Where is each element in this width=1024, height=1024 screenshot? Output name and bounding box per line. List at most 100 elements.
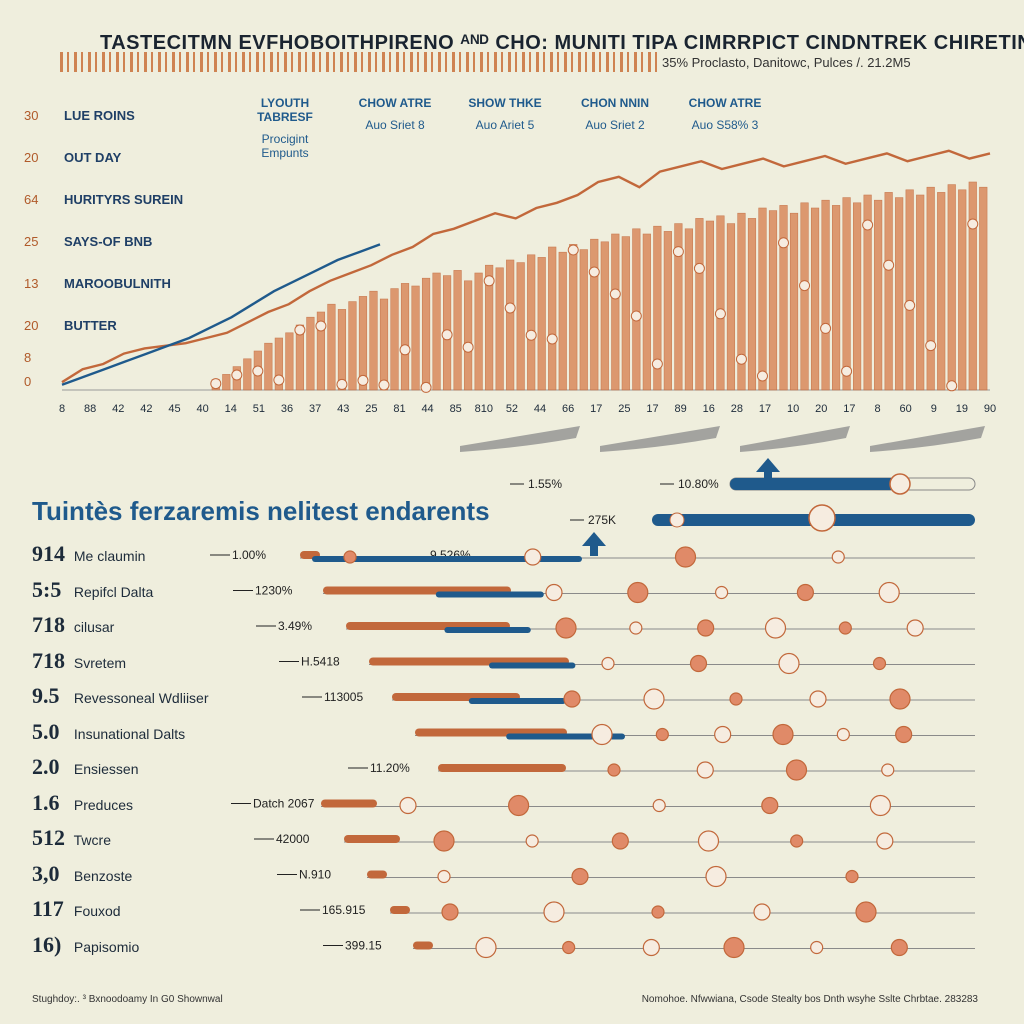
bar-orange xyxy=(438,764,566,772)
row-dot xyxy=(507,794,530,817)
series-line-blue xyxy=(61,243,381,386)
row-dot xyxy=(906,619,924,637)
row-rank: 718 xyxy=(32,612,65,637)
decorative-brush xyxy=(870,426,985,452)
row-dot xyxy=(697,830,720,852)
bar xyxy=(379,298,389,391)
row-dot xyxy=(433,830,455,852)
bar xyxy=(621,236,630,391)
row-dot xyxy=(872,656,887,671)
x-tick-label: 52 xyxy=(506,403,518,415)
bar-dot xyxy=(883,259,895,271)
x-tick-label: 8 xyxy=(59,403,65,415)
row-dot xyxy=(525,834,539,848)
category-label: MAROOBULNITH xyxy=(64,276,171,291)
chart-title: TASTECITMN EVFHOBOITHPIRENO ᴬᴺᴰ CHO: MUN… xyxy=(100,32,1024,54)
bar xyxy=(863,194,872,391)
value-label: 3.49% xyxy=(278,619,312,633)
bar xyxy=(674,223,683,391)
row-dot xyxy=(895,725,913,744)
x-tick-label: 43 xyxy=(337,403,349,415)
category-label: HURITYRS SUREIN xyxy=(64,192,184,207)
row-dot xyxy=(714,725,732,744)
row-name: Insunational Dalts xyxy=(70,725,186,742)
bar-dot xyxy=(357,374,369,386)
bar-dot xyxy=(546,333,558,345)
bar xyxy=(327,303,336,391)
row-dot xyxy=(611,832,629,850)
bar xyxy=(243,358,252,391)
x-tick-label: 17 xyxy=(843,403,855,415)
bar xyxy=(527,254,536,391)
row-dot xyxy=(778,652,800,675)
bar xyxy=(968,181,977,391)
row-dot xyxy=(761,796,779,815)
decorative-barcode xyxy=(60,52,660,72)
bar xyxy=(421,277,431,391)
row-label: 718 Svretem xyxy=(32,648,126,674)
bar-dot xyxy=(925,340,937,352)
x-tick-label: 51 xyxy=(253,403,265,415)
x-tick-label: 19 xyxy=(956,403,968,415)
x-tick-label: 40 xyxy=(196,403,208,415)
row-dot xyxy=(878,581,900,604)
category-row: 25 SAYS-OF BNB xyxy=(24,234,152,249)
bar xyxy=(758,207,767,391)
row-rank: 5:5 xyxy=(32,576,62,602)
bar xyxy=(726,223,736,391)
bar-orange xyxy=(367,870,387,879)
row-dot xyxy=(790,834,804,848)
row-dot xyxy=(643,688,665,710)
row-dot xyxy=(655,727,669,742)
bar-dot xyxy=(967,218,979,230)
category-num: 20 xyxy=(24,150,39,165)
category-row: 64 HURITYRS SUREIN xyxy=(24,192,183,207)
row-name: Preduces xyxy=(70,796,134,813)
bar-dot xyxy=(609,288,621,300)
row-dot xyxy=(838,621,852,635)
bar xyxy=(853,202,862,391)
bar-orange xyxy=(413,941,433,950)
bar xyxy=(548,246,557,391)
bar xyxy=(779,205,788,391)
bar xyxy=(474,272,483,391)
category-num: 0 xyxy=(24,374,32,389)
bar xyxy=(716,215,725,391)
row-dot xyxy=(475,936,497,959)
bar xyxy=(895,197,904,391)
bar-dot xyxy=(420,381,432,393)
section-title: Tuintès ferzaremis nelitest endarents xyxy=(32,496,490,526)
value-label: N.910 xyxy=(299,868,331,882)
row-dot xyxy=(890,938,908,957)
bar xyxy=(274,337,283,391)
x-tick-label: 17 xyxy=(646,403,658,415)
annotation-label: 1.55% xyxy=(528,477,562,491)
footer-right: Nomohoe. Nfwwiana, Csode Stealty bos Dnt… xyxy=(641,994,978,1005)
bar xyxy=(958,189,967,391)
value-label: 1.00% xyxy=(232,548,266,562)
x-tick-label: 42 xyxy=(140,403,152,415)
value-label: 1230% xyxy=(255,584,293,598)
bar-dot xyxy=(378,379,390,391)
row-name: Papisomio xyxy=(70,938,140,955)
row-label: 914 Me claumin xyxy=(32,541,145,567)
bar-dot xyxy=(483,275,495,287)
bar xyxy=(916,194,925,391)
x-tick-label: 42 xyxy=(112,403,124,415)
bar xyxy=(747,218,757,391)
bar xyxy=(306,316,315,391)
row-rank: 9.5 xyxy=(32,683,60,708)
category-num: 25 xyxy=(24,234,39,249)
row-name: Me claumin xyxy=(70,548,146,564)
legend-name: SHOW THKE xyxy=(468,96,542,110)
row-dot xyxy=(689,654,708,673)
row-dot xyxy=(555,617,577,639)
row-dot xyxy=(399,796,417,815)
row-dot xyxy=(607,763,621,777)
value-label: H.5418 xyxy=(301,655,340,669)
bar-dot xyxy=(799,280,811,292)
bar xyxy=(884,192,893,391)
bar xyxy=(411,285,420,391)
row-dot xyxy=(627,581,649,604)
bar-dot xyxy=(294,324,306,336)
